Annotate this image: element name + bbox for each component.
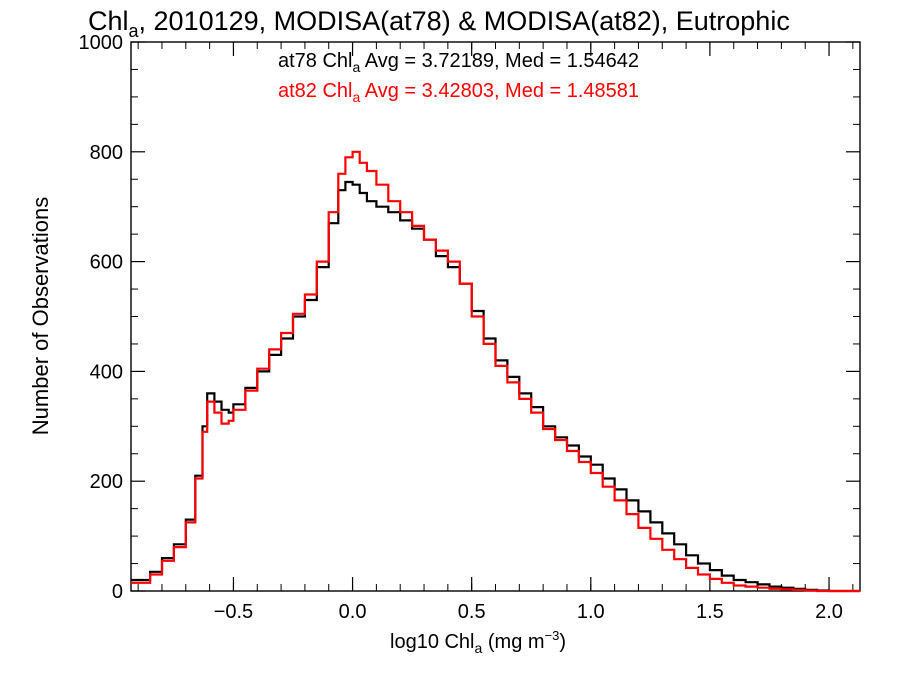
y-axis-label: Number of Observations xyxy=(28,197,53,435)
y-tick-label: 0 xyxy=(112,581,123,603)
x-tick-label: 1.0 xyxy=(577,601,605,623)
y-tick-label: 200 xyxy=(90,471,123,493)
x-tick-label: 2.0 xyxy=(815,601,843,623)
x-tick-label: 0.5 xyxy=(458,601,486,623)
y-tick-label: 1000 xyxy=(79,32,124,54)
annotation-at78: at78 Chla Avg = 3.72189, Med = 1.54642 xyxy=(278,50,639,75)
x-axis-label: log10 Chla (mg m−3) xyxy=(390,628,566,656)
y-axis-ticks: 0 200 400 600 800 1000 xyxy=(79,32,860,603)
chart-title: Chla, 2010129, MODISA(at78) & MODISA(at8… xyxy=(88,6,790,41)
series-layer xyxy=(131,150,860,593)
x-tick-label: 1.5 xyxy=(696,601,724,623)
x-axis-ticks: −0.5 0.0 0.5 1.0 1.5 2.0 xyxy=(137,42,854,623)
series-line-at82 xyxy=(131,150,860,593)
series-line-at78 xyxy=(131,180,860,593)
x-tick-label: 0.0 xyxy=(339,601,367,623)
x-tick-label: −0.5 xyxy=(214,601,253,623)
annotation-at82: at82 Chla Avg = 3.42803, Med = 1.48581 xyxy=(278,80,639,105)
plot-frame xyxy=(130,41,861,592)
y-tick-label: 800 xyxy=(90,142,123,164)
y-tick-label: 400 xyxy=(90,361,123,383)
y-tick-label: 600 xyxy=(90,252,123,274)
